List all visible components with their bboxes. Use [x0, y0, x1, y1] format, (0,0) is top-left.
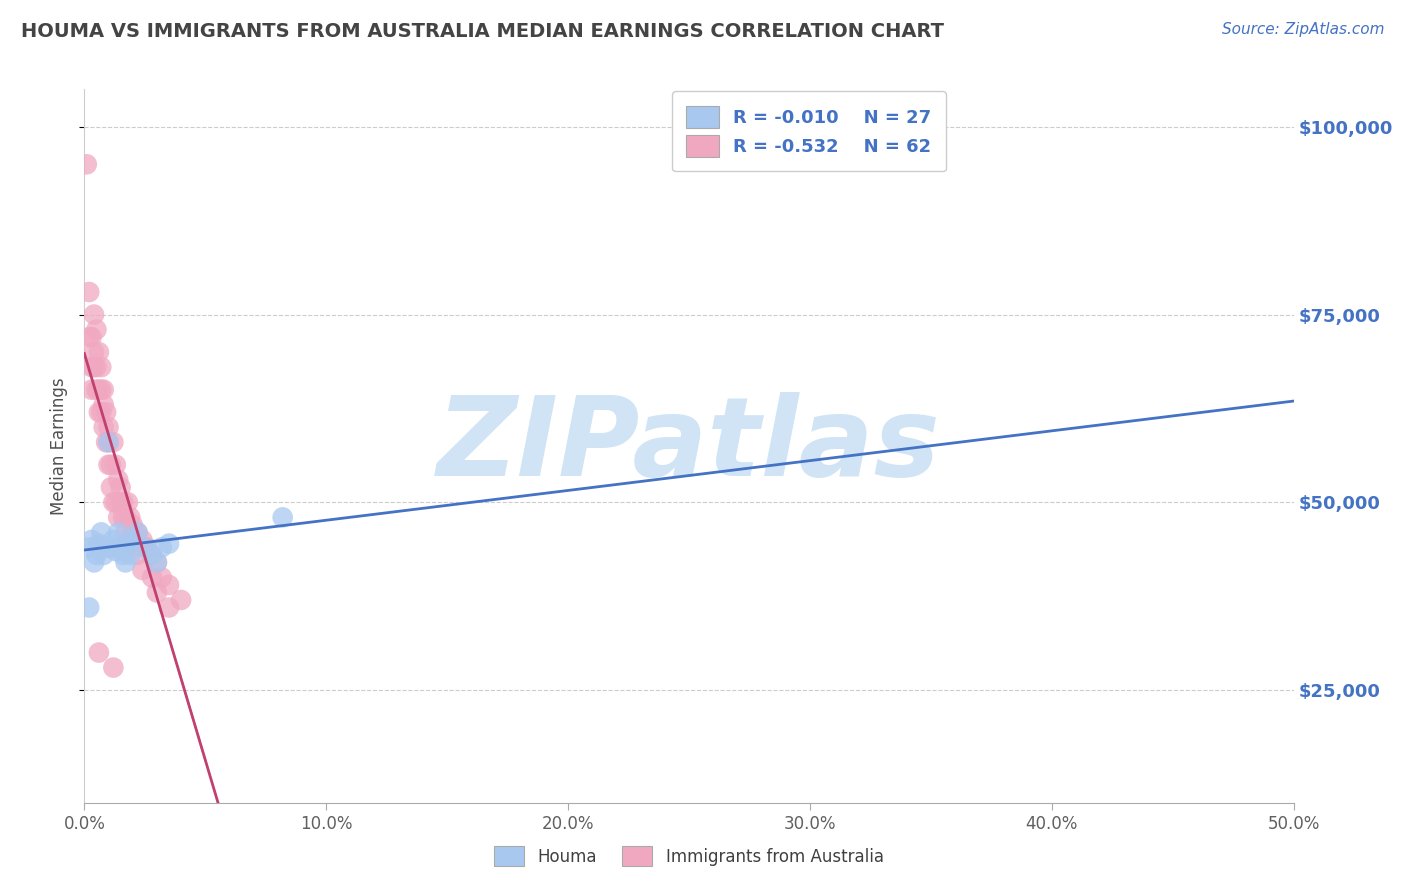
Point — [90, 360, 112, 375]
Point — [150, 570, 173, 584]
Point — [141, 548, 163, 562]
Point — [97, 420, 120, 434]
Point — [87, 536, 110, 550]
Point — [90, 383, 112, 397]
Point — [103, 660, 125, 674]
Point — [114, 556, 136, 570]
Point — [97, 435, 120, 450]
Point — [157, 600, 180, 615]
Point — [121, 541, 143, 555]
Point — [112, 548, 135, 562]
Point — [136, 541, 159, 555]
Point — [107, 525, 129, 540]
Point — [93, 548, 115, 562]
Point — [117, 495, 139, 509]
Point — [77, 285, 100, 299]
Point — [94, 405, 117, 419]
Point — [77, 330, 100, 344]
Point — [134, 541, 156, 555]
Point — [80, 383, 103, 397]
Legend: Houma, Immigrants from Australia: Houma, Immigrants from Australia — [488, 839, 890, 873]
Point — [121, 517, 143, 532]
Point — [94, 541, 117, 555]
Point — [80, 330, 103, 344]
Point — [93, 398, 115, 412]
Point — [131, 563, 153, 577]
Point — [90, 405, 112, 419]
Point — [120, 548, 142, 562]
Point — [97, 458, 120, 472]
Point — [86, 322, 108, 336]
Point — [87, 646, 110, 660]
Point — [117, 533, 139, 547]
Point — [112, 510, 135, 524]
Point — [146, 556, 169, 570]
Point — [170, 593, 193, 607]
Point — [104, 495, 127, 509]
Point — [127, 548, 149, 562]
Point — [107, 473, 129, 487]
Point — [131, 533, 153, 547]
Point — [103, 435, 125, 450]
Point — [104, 458, 127, 472]
Point — [100, 541, 122, 555]
Point — [157, 578, 180, 592]
Point — [80, 533, 103, 547]
Point — [110, 495, 132, 509]
Point — [100, 458, 122, 472]
Point — [112, 495, 135, 509]
Point — [146, 556, 169, 570]
Point — [127, 525, 149, 540]
Point — [141, 548, 163, 562]
Point — [271, 510, 294, 524]
Point — [97, 435, 120, 450]
Text: HOUMA VS IMMIGRANTS FROM AUSTRALIA MEDIAN EARNINGS CORRELATION CHART: HOUMA VS IMMIGRANTS FROM AUSTRALIA MEDIA… — [21, 22, 943, 41]
Point — [80, 360, 103, 375]
Y-axis label: Median Earnings: Median Earnings — [51, 377, 69, 515]
Point — [77, 600, 100, 615]
Point — [114, 510, 136, 524]
Point — [93, 420, 115, 434]
Point — [157, 536, 180, 550]
Point — [100, 480, 122, 494]
Point — [141, 570, 163, 584]
Point — [150, 541, 173, 555]
Point — [83, 360, 105, 375]
Point — [127, 525, 149, 540]
Point — [117, 536, 139, 550]
Point — [83, 345, 105, 359]
Point — [121, 533, 143, 547]
Point — [107, 510, 129, 524]
Point — [94, 435, 117, 450]
Point — [103, 533, 125, 547]
Point — [146, 585, 169, 599]
Text: ZIPatlas: ZIPatlas — [437, 392, 941, 500]
Point — [86, 548, 108, 562]
Point — [77, 541, 100, 555]
Point — [114, 525, 136, 540]
Point — [87, 405, 110, 419]
Point — [87, 383, 110, 397]
Point — [103, 495, 125, 509]
Point — [87, 345, 110, 359]
Point — [104, 544, 127, 558]
Point — [120, 510, 142, 524]
Text: Source: ZipAtlas.com: Source: ZipAtlas.com — [1222, 22, 1385, 37]
Point — [83, 556, 105, 570]
Point — [76, 157, 98, 171]
Point — [110, 480, 132, 494]
Point — [86, 360, 108, 375]
Point — [93, 383, 115, 397]
Point — [90, 525, 112, 540]
Point — [83, 308, 105, 322]
Point — [86, 383, 108, 397]
Point — [110, 541, 132, 555]
